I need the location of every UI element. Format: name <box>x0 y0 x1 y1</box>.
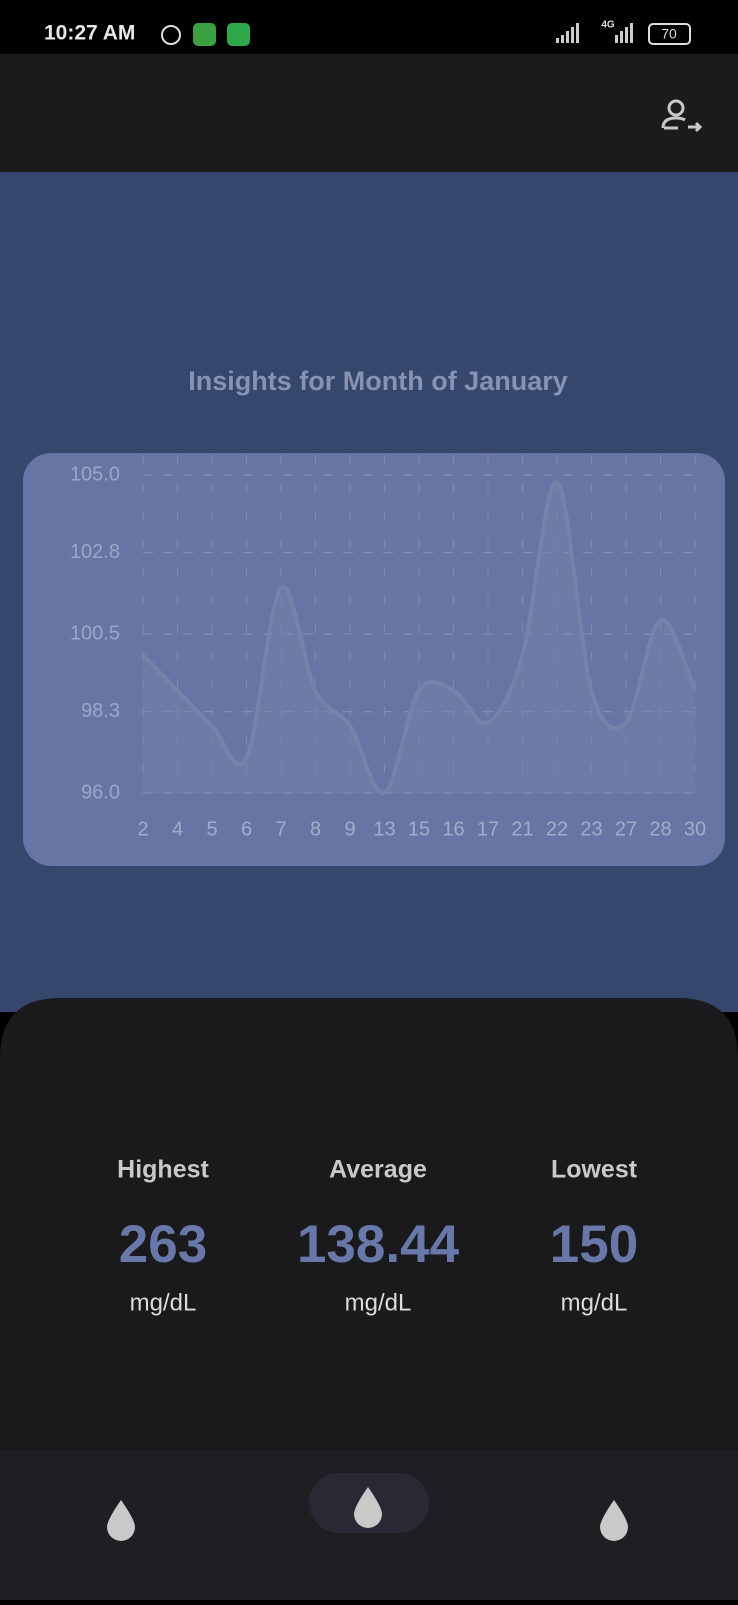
nav-item[interactable] <box>600 1500 628 1541</box>
stats: Highest 263 mg/dL Average 138.44 mg/dL Lowest 1… <box>117 1156 638 1317</box>
x-tick-label: 16 <box>442 818 464 840</box>
x-tick-label: 6 <box>241 818 252 840</box>
stat-value: 150 <box>550 1215 638 1274</box>
y-tick-label: 100.5 <box>70 622 120 644</box>
y-tick-label: 96.0 <box>81 781 120 803</box>
app-bar <box>0 54 738 172</box>
x-tick-label: 28 <box>649 818 671 840</box>
stat-unit: mg/dL <box>561 1289 628 1316</box>
x-tick-label: 4 <box>172 818 183 840</box>
line <box>141 480 697 796</box>
stat-value: 263 <box>119 1215 207 1274</box>
stat-label: Highest <box>117 1156 209 1184</box>
status-time: 10:27 AM <box>44 22 135 45</box>
y-tick-label: 98.3 <box>81 700 120 722</box>
stat-unit: mg/dL <box>130 1289 197 1316</box>
logout-button[interactable] <box>661 99 703 133</box>
nav-item[interactable] <box>107 1500 135 1541</box>
x-tick-label: 8 <box>310 818 321 840</box>
nav-icons <box>107 1487 628 1541</box>
stats-sheet <box>0 998 738 1450</box>
battery-icon <box>648 23 691 45</box>
x-tick-label: 9 <box>344 818 355 840</box>
whatsapp-icon <box>227 23 250 46</box>
app-icon <box>193 23 216 46</box>
x-tick-label: 7 <box>275 818 286 840</box>
network-type: 4G <box>601 20 615 31</box>
x-tick-label: 27 <box>615 818 637 840</box>
battery-level: 70 <box>661 26 677 42</box>
x-tick-label: 22 <box>546 818 568 840</box>
stat-unit: mg/dL <box>345 1289 412 1316</box>
alarm-icon <box>161 25 181 45</box>
y-tick-label: 102.8 <box>70 541 120 563</box>
x-tick-label: 17 <box>477 818 499 840</box>
chart-card <box>23 453 725 866</box>
x-tick-label: 13 <box>373 818 395 840</box>
x-tick-label: 15 <box>408 818 430 840</box>
x-tick-label: 21 <box>511 818 533 840</box>
chart-title: Insights for Month of January <box>188 366 568 396</box>
y-tick-label: 105.0 <box>70 463 120 485</box>
stat-value: 138.44 <box>297 1215 460 1274</box>
status-bar <box>0 0 738 54</box>
stat-label: Lowest <box>551 1156 638 1184</box>
x-tick-label: 5 <box>206 818 217 840</box>
nav-item[interactable] <box>354 1487 382 1528</box>
chart: 96.0 98.3 100.5 102.8 105.0 2 4 5 6 7 8 9 13 15 16 17 21… <box>70 455 706 840</box>
stat-label: Average <box>329 1156 427 1184</box>
signal-icon <box>556 23 633 43</box>
x-tick-label: 30 <box>684 818 706 840</box>
x-tick-label: 2 <box>137 818 148 840</box>
area <box>143 481 695 794</box>
x-tick-label: 23 <box>580 818 602 840</box>
